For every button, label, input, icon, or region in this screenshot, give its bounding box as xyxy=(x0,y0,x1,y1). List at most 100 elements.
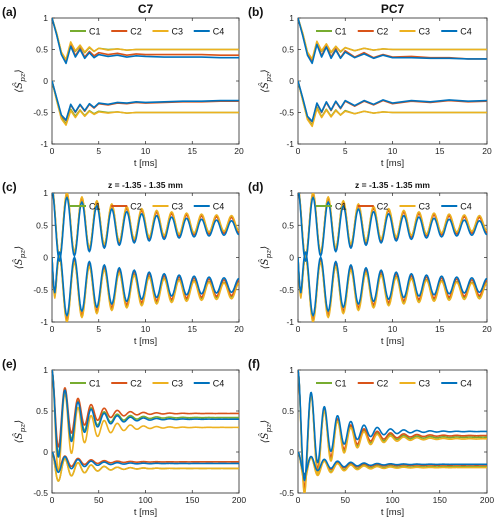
y-tick-label: 1 xyxy=(289,365,294,375)
legend-item-c1: C1 xyxy=(70,202,101,212)
legend-label: C1 xyxy=(89,379,101,389)
legend-label: C3 xyxy=(172,379,184,389)
legend-item-c2: C2 xyxy=(111,27,142,37)
y-axis-label: ⟨Ŝpz⟩ xyxy=(259,246,273,270)
y-axis-label-close: ⟩ xyxy=(260,246,271,251)
panel-b: 0 5 10 15 20 -1 -0.5 0 0.5 1 t [ms] ⟨Ŝpz⟩ (b) PC7 C1 C2… xyxy=(248,2,492,169)
legend-item-c3: C3 xyxy=(399,202,430,212)
x-axis-label: t [ms] xyxy=(134,336,157,347)
y-axis-label-sub: pz xyxy=(18,73,27,82)
legend-label: C1 xyxy=(89,202,101,212)
y-tick-label: -0.5 xyxy=(279,285,294,295)
y-axis-label-sub: pz xyxy=(18,424,27,433)
x-tick-label: 100 xyxy=(385,495,399,505)
y-axis-label: ⟨Ŝpz⟩ xyxy=(13,246,27,270)
series-line-c3-lower xyxy=(52,80,239,126)
legend-label: C2 xyxy=(130,202,142,212)
legend-label: C4 xyxy=(213,202,225,212)
legend-label: C4 xyxy=(460,202,472,212)
x-tick-label: 0 xyxy=(296,146,301,156)
y-axis-label-close: ⟩ xyxy=(260,420,271,425)
legend-label: C2 xyxy=(377,27,389,37)
panel-d: 0 5 10 15 20 -1 -0.5 0 0.5 1 t [ms] ⟨Ŝpz⟩ (d) z = -1.… xyxy=(248,180,492,347)
y-tick-label: 0.5 xyxy=(282,406,294,416)
panel-title: C7 xyxy=(138,2,154,16)
y-axis-label: ⟨Ŝpz⟩ xyxy=(13,69,27,93)
y-tick-label: -1 xyxy=(40,317,48,327)
legend-item-c1: C1 xyxy=(316,379,347,389)
x-axis-label: t [ms] xyxy=(381,158,404,169)
series-line-c4-lower xyxy=(298,80,487,123)
panel-label: (d) xyxy=(248,180,263,194)
x-tick-label: 10 xyxy=(141,324,151,334)
y-tick-label: -1 xyxy=(40,139,48,149)
series-line-c4-upper xyxy=(298,370,487,482)
x-tick-label: 5 xyxy=(96,324,101,334)
legend-item-c2: C2 xyxy=(357,379,388,389)
y-axis-label-close: ⟩ xyxy=(14,69,25,74)
legend-label: C3 xyxy=(172,202,184,212)
series-line-c4-lower xyxy=(52,451,239,474)
x-tick-label: 0 xyxy=(50,324,55,334)
x-tick-label: 150 xyxy=(433,495,447,505)
panel-title: z = -1.35 - 1.35 mm xyxy=(355,180,430,190)
panel-a: 0 5 10 15 20 -1 -0.5 0 0.5 1 t [ms] ⟨Ŝpz⟩ (a) C7 C1 C2 C… xyxy=(2,2,244,169)
x-tick-label: 50 xyxy=(94,495,104,505)
legend-label: C3 xyxy=(419,27,431,37)
y-axis-label-sub: pz xyxy=(264,250,273,259)
legend-item-c4: C4 xyxy=(441,379,472,389)
y-axis-label-main: ⟨Ŝ xyxy=(13,258,25,269)
legend-label: C1 xyxy=(335,379,347,389)
x-tick-label: 100 xyxy=(138,495,152,505)
x-tick-label: 200 xyxy=(480,495,494,505)
panel-label: (b) xyxy=(248,5,263,19)
y-tick-label: 1 xyxy=(43,365,48,375)
series-line-c4-upper xyxy=(52,370,239,458)
y-tick-label: 1 xyxy=(289,188,294,198)
series-line-c2-lower xyxy=(52,451,239,471)
x-tick-label: 10 xyxy=(388,146,398,156)
y-tick-label: 0 xyxy=(43,447,48,457)
legend-item-c2: C2 xyxy=(111,202,142,212)
legend-item-c1: C1 xyxy=(70,379,101,389)
series-lines xyxy=(298,370,487,493)
legend-label: C2 xyxy=(130,27,142,37)
panel-label: (a) xyxy=(2,5,17,19)
legend-item-c1: C1 xyxy=(316,202,347,212)
x-tick-label: 20 xyxy=(234,324,244,334)
y-tick-label: 0 xyxy=(43,253,48,263)
legend-label: C4 xyxy=(460,379,472,389)
legend-item-c4: C4 xyxy=(441,202,472,212)
x-tick-label: 15 xyxy=(188,324,198,334)
legend-item-c1: C1 xyxy=(70,27,101,37)
legend-label: C2 xyxy=(377,202,389,212)
legend-item-c4: C4 xyxy=(441,27,472,37)
x-tick-label: 20 xyxy=(234,146,244,156)
x-tick-label: 10 xyxy=(141,146,151,156)
panel-label: (e) xyxy=(2,357,17,371)
y-axis-label-sub: pz xyxy=(18,250,27,259)
legend-label: C4 xyxy=(213,379,225,389)
x-tick-label: 150 xyxy=(185,495,199,505)
x-tick-label: 0 xyxy=(296,324,301,334)
x-tick-label: 5 xyxy=(96,146,101,156)
y-axis-label-close: ⟩ xyxy=(14,420,25,425)
x-tick-label: 200 xyxy=(232,495,246,505)
series-line-c4-lower xyxy=(52,80,239,121)
legend-item-c3: C3 xyxy=(152,379,184,389)
series-line-c3-upper xyxy=(298,18,487,60)
series-line-c3-upper xyxy=(298,370,487,493)
panel-e: 0 50 100 150 200-0.500.51t [ms]⟨Ŝpz⟩(e)C1 C2 C… xyxy=(2,357,246,518)
plot-frame xyxy=(297,192,488,323)
y-tick-label: 1 xyxy=(43,188,48,198)
series-line-c4-lower xyxy=(298,451,487,475)
series-line-c2-upper xyxy=(52,370,239,448)
y-tick-label: 1 xyxy=(289,13,294,23)
series-line-c3-lower xyxy=(52,256,239,322)
series-line-c3-upper xyxy=(52,370,239,473)
y-axis-label-main: ⟨Ŝ xyxy=(259,258,271,269)
y-tick-label: 0.5 xyxy=(36,45,48,55)
legend-item-c3: C3 xyxy=(152,202,184,212)
x-tick-label: 5 xyxy=(343,324,348,334)
legend-label: C2 xyxy=(130,379,142,389)
